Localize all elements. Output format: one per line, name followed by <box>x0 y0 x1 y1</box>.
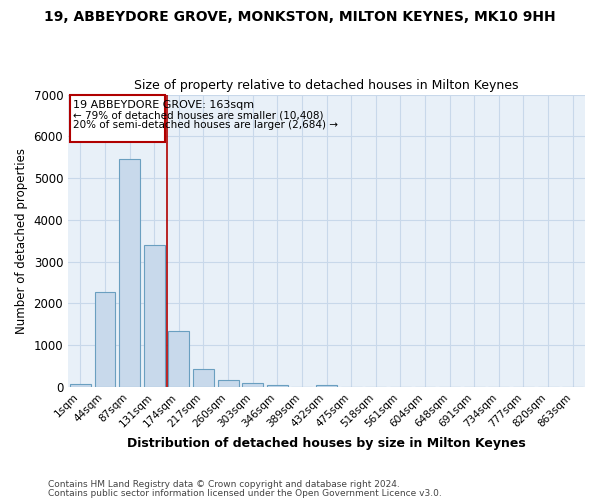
Bar <box>144 245 164 387</box>
Bar <box>218 380 239 387</box>
Text: Contains public sector information licensed under the Open Government Licence v3: Contains public sector information licen… <box>48 488 442 498</box>
Text: ← 79% of detached houses are smaller (10,408): ← 79% of detached houses are smaller (10… <box>73 110 323 120</box>
Bar <box>193 368 214 387</box>
Bar <box>169 332 189 387</box>
Bar <box>267 385 288 387</box>
Text: 19, ABBEYDORE GROVE, MONKSTON, MILTON KEYNES, MK10 9HH: 19, ABBEYDORE GROVE, MONKSTON, MILTON KE… <box>44 10 556 24</box>
Text: 19 ABBEYDORE GROVE: 163sqm: 19 ABBEYDORE GROVE: 163sqm <box>73 100 254 110</box>
Bar <box>70 384 91 387</box>
FancyBboxPatch shape <box>70 94 164 142</box>
Bar <box>242 383 263 387</box>
Y-axis label: Number of detached properties: Number of detached properties <box>15 148 28 334</box>
Text: 20% of semi-detached houses are larger (2,684) →: 20% of semi-detached houses are larger (… <box>73 120 338 130</box>
Bar <box>316 385 337 387</box>
Bar <box>95 292 115 387</box>
Text: Contains HM Land Registry data © Crown copyright and database right 2024.: Contains HM Land Registry data © Crown c… <box>48 480 400 489</box>
X-axis label: Distribution of detached houses by size in Milton Keynes: Distribution of detached houses by size … <box>127 437 526 450</box>
Title: Size of property relative to detached houses in Milton Keynes: Size of property relative to detached ho… <box>134 79 519 92</box>
Bar <box>119 160 140 387</box>
